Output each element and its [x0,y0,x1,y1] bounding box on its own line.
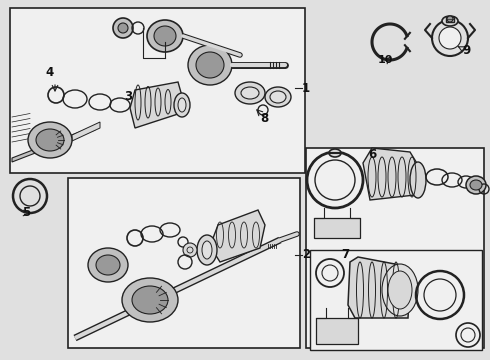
Ellipse shape [235,82,265,104]
Text: 9: 9 [462,44,470,57]
Ellipse shape [132,286,168,314]
Circle shape [424,279,456,311]
Circle shape [118,23,128,33]
Ellipse shape [178,98,186,112]
Ellipse shape [196,52,224,78]
Bar [306,148,484,348]
Polygon shape [72,122,100,141]
Text: 8: 8 [260,112,268,125]
Text: 5: 5 [22,206,30,219]
Ellipse shape [197,235,217,265]
Circle shape [315,160,355,200]
Bar [68,178,300,348]
Circle shape [447,16,453,22]
Bar [310,250,482,350]
Circle shape [439,27,461,49]
Bar [10,8,305,173]
Ellipse shape [188,45,232,85]
Circle shape [20,186,40,206]
Ellipse shape [202,241,212,259]
Ellipse shape [174,93,190,117]
Text: 1: 1 [302,81,310,94]
Polygon shape [130,82,182,128]
Ellipse shape [382,264,418,316]
Polygon shape [314,218,360,238]
Ellipse shape [147,20,183,52]
Ellipse shape [329,149,341,157]
Polygon shape [348,257,410,318]
Ellipse shape [154,26,176,46]
Ellipse shape [122,278,178,322]
Text: 7: 7 [341,248,349,261]
Text: 4: 4 [46,66,54,78]
Bar [446,17,454,22]
Ellipse shape [36,129,64,151]
Ellipse shape [96,255,120,275]
Ellipse shape [388,271,412,309]
Polygon shape [210,210,265,262]
Ellipse shape [241,87,259,99]
Circle shape [113,18,133,38]
Ellipse shape [442,16,458,26]
Text: 2: 2 [302,248,310,261]
Polygon shape [316,318,358,344]
Ellipse shape [466,176,486,194]
Ellipse shape [470,180,482,190]
Polygon shape [363,148,418,200]
Text: 6: 6 [368,148,376,162]
Circle shape [322,265,338,281]
Circle shape [461,328,475,342]
Polygon shape [12,126,95,162]
Ellipse shape [265,87,291,107]
Ellipse shape [410,162,426,198]
Text: 3: 3 [124,90,132,104]
Text: 10: 10 [377,55,392,65]
Ellipse shape [88,248,128,282]
Ellipse shape [28,122,72,158]
Circle shape [183,243,197,257]
Ellipse shape [270,91,286,103]
